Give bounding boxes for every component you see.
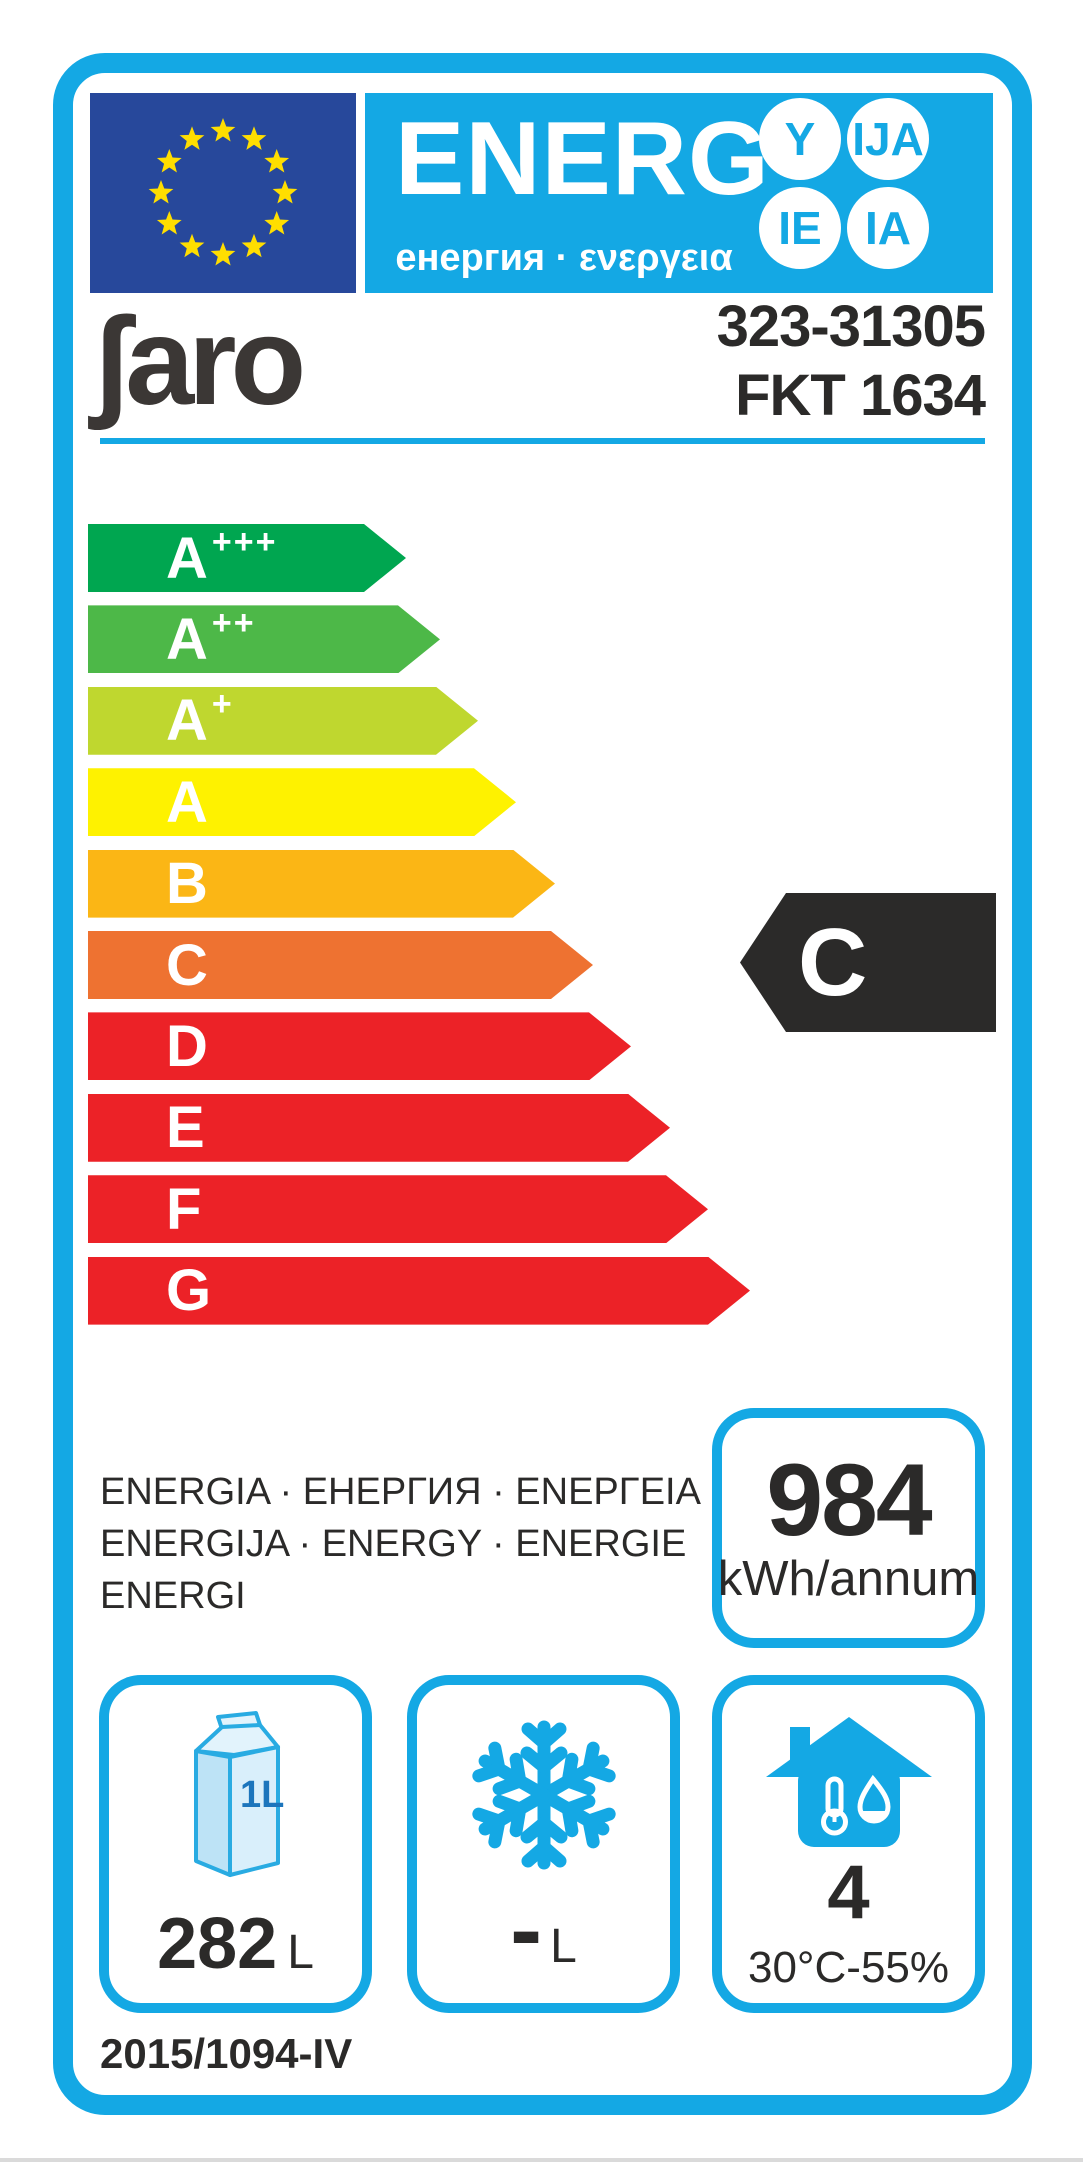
rating-bar-a-plus2: A ++ (88, 605, 440, 673)
rating-bar-a-plus3: A +++ (88, 524, 406, 592)
energ-title: ENERG (395, 101, 770, 217)
rating-bar-d: D (88, 1012, 631, 1080)
energ-band: ENERG енергия · ενεργεια Y IJA IE IA (365, 93, 993, 293)
annual-consumption-box: 984 kWh/annum (712, 1408, 985, 1648)
climate-class-box: 4 30°C-55% (712, 1675, 985, 2013)
rating-bar-c: C (88, 931, 593, 999)
fridge-volume-line: 282 L (109, 1903, 362, 1985)
rating-bar-g: G (88, 1257, 750, 1325)
brand-logo: ʃaro (90, 293, 306, 431)
annual-consumption-value: 984 (766, 1443, 932, 1558)
freezer-volume-line: -L (417, 1875, 670, 1985)
energ-subtitle: енергия · ενεργεια (395, 237, 733, 279)
snowflake-icon (468, 1720, 620, 1879)
rating-bar-f: F (88, 1175, 708, 1243)
header-divider (100, 438, 985, 444)
climate-condition: 30°C-55% (747, 1943, 950, 1992)
fridge-volume-value: 282 (157, 1904, 278, 1984)
model-article-number: 323-31305 (716, 294, 986, 359)
annual-consumption-unit: kWh/annum (717, 1552, 980, 1607)
suffix-circle-ia: IA (847, 187, 929, 269)
eu-flag (90, 93, 356, 293)
regulation-number: 2015/1094-IV (100, 2030, 353, 2077)
eu-flag-stars-icon (148, 118, 298, 266)
energy-words-line1: ENERGIA · ЕНЕРГИЯ · ΕΝΕΡΓΕΙΑ (100, 1471, 701, 1513)
suffix-circle-ie: IE (759, 187, 841, 269)
rating-bar-e: E (88, 1094, 670, 1162)
energy-words: ENERGIA · ЕНЕРГИЯ · ΕΝΕΡΓΕΙΑ ENERGIJA · … (100, 1466, 701, 1622)
rating-bar-a: A (88, 768, 516, 836)
suffix-circle-ija: IJA (847, 98, 929, 180)
model-numbers: 323-31305 FKT 1634 (430, 292, 986, 430)
energy-words-line2: ENERGIJA · ENERGY · ENERGIE (100, 1523, 687, 1565)
current-rating-pointer: C (740, 893, 996, 1032)
fridge-volume-unit: L (287, 1926, 314, 1979)
model-name: FKT 1634 (735, 363, 986, 428)
house-humidity-icon (765, 1717, 932, 1847)
climate-class-value: 4 (827, 1850, 870, 1935)
fridge-volume-box: 1L 282 L (99, 1675, 372, 2013)
suffix-circle-y: Y (759, 98, 841, 180)
energy-words-line3: ENERGI (100, 1575, 246, 1617)
rating-bar-b: B (88, 850, 555, 918)
rating-bar-a-plus1: A + (88, 687, 478, 755)
milk-carton-icon: 1L (193, 1711, 284, 1877)
carton-volume-label: 1L (240, 1774, 284, 1816)
freezer-volume-dash: - (510, 1876, 542, 1983)
bottom-edge-line (0, 2158, 1083, 2162)
freezer-volume-unit: L (550, 1920, 577, 1973)
freezer-volume-box: -L (407, 1675, 680, 2013)
